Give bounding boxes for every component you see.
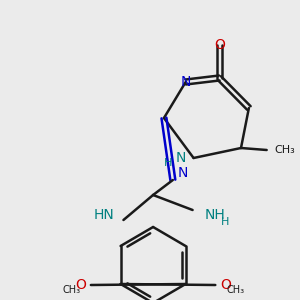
Text: O: O (220, 278, 231, 292)
Text: N: N (176, 151, 186, 165)
Text: NH: NH (205, 208, 226, 222)
Text: O: O (75, 278, 86, 292)
Text: N: N (181, 75, 191, 89)
Text: H: H (164, 158, 172, 168)
Text: CH₃: CH₃ (62, 285, 80, 295)
Text: HN: HN (93, 208, 114, 222)
Text: CH₃: CH₃ (274, 145, 295, 155)
Text: CH₃: CH₃ (226, 285, 244, 295)
Text: H: H (221, 217, 230, 227)
Text: N: N (178, 166, 188, 180)
Text: O: O (214, 38, 225, 52)
